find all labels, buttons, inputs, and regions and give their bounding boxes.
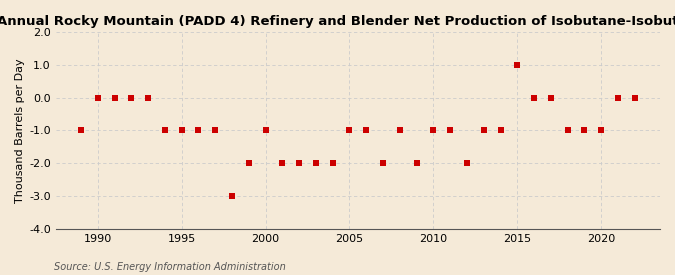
Point (529, 95, 539, 100)
Point (411, 161, 422, 165)
Y-axis label: Thousand Barrels per Day: Thousand Barrels per Day (15, 58, 25, 203)
Point (76, 128, 86, 133)
Point (596, 128, 607, 133)
Title: Annual Rocky Mountain (PADD 4) Refinery and Blender Net Production of Isobutane-: Annual Rocky Mountain (PADD 4) Refinery … (0, 15, 675, 28)
Point (294, 161, 304, 165)
Point (479, 128, 489, 133)
Point (176, 128, 187, 133)
Point (126, 95, 137, 100)
Point (244, 161, 254, 165)
Point (495, 128, 506, 133)
Point (92, 95, 103, 100)
Point (227, 194, 238, 198)
Point (361, 128, 372, 133)
Point (545, 95, 556, 100)
Point (512, 62, 522, 67)
Point (327, 161, 338, 165)
Point (378, 161, 389, 165)
Point (629, 95, 640, 100)
Point (193, 128, 204, 133)
Point (462, 161, 472, 165)
Point (394, 128, 405, 133)
Point (344, 128, 355, 133)
Point (428, 128, 439, 133)
Point (613, 95, 624, 100)
Text: Source: U.S. Energy Information Administration: Source: U.S. Energy Information Administ… (54, 262, 286, 272)
Point (445, 128, 456, 133)
Point (159, 128, 170, 133)
Point (562, 128, 573, 133)
Point (579, 128, 590, 133)
Point (210, 128, 221, 133)
Point (260, 128, 271, 133)
Point (310, 161, 321, 165)
Point (109, 95, 120, 100)
Point (277, 161, 288, 165)
Point (142, 95, 153, 100)
